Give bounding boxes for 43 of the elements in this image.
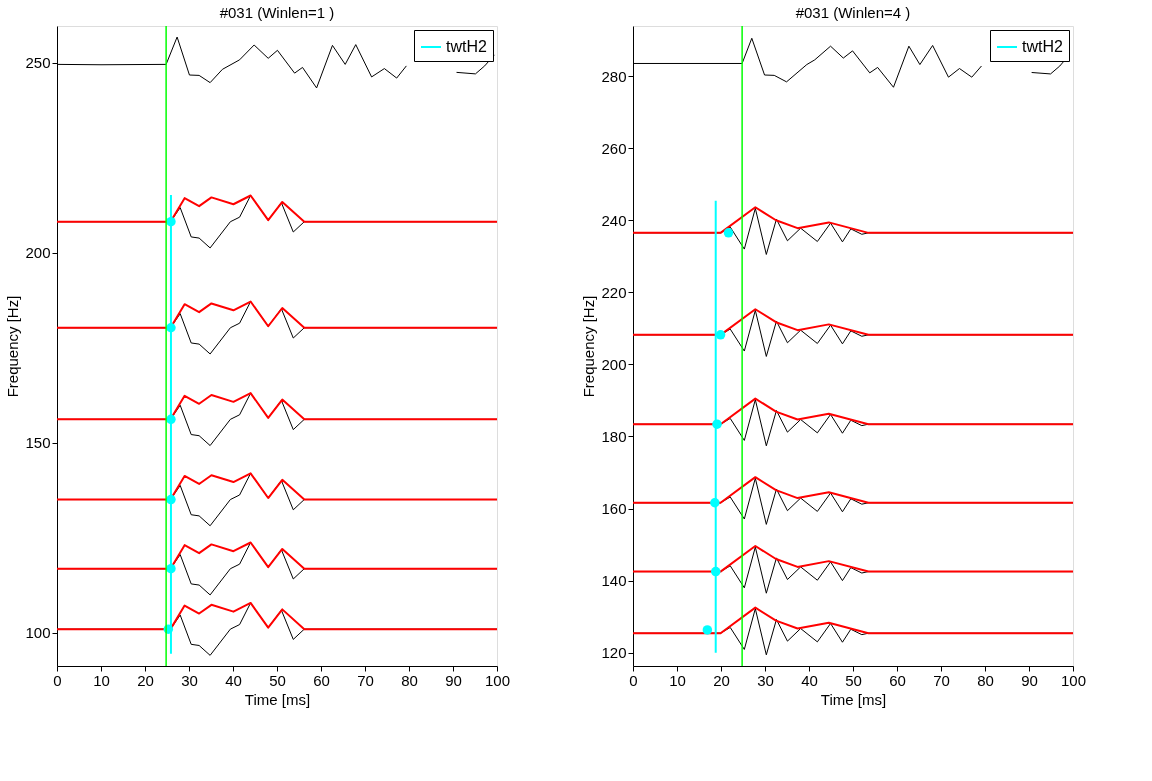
y-tick-label: 260: [601, 139, 627, 157]
x-tick-label: 60: [313, 671, 330, 689]
x-tick-label: 0: [53, 671, 62, 689]
y-tick-label: 240: [601, 211, 627, 229]
y-tick-label: 200: [601, 355, 627, 373]
x-tick-label: 90: [445, 671, 462, 689]
x-tick-label: 50: [845, 671, 862, 689]
x-tick-label: 40: [801, 671, 818, 689]
y-tick-label: 160: [601, 500, 627, 518]
x-tick-label: 70: [357, 671, 374, 689]
chart-title: #031 (Winlen=4 ): [795, 4, 911, 22]
legend-label: twtH2: [1022, 38, 1063, 55]
x-tick-label: 10: [93, 671, 110, 689]
y-tick-label: 280: [601, 67, 627, 85]
y-tick-label: 100: [25, 624, 51, 642]
x-tick-label: 100: [1060, 671, 1087, 689]
x-tick-label: 90: [1021, 671, 1038, 689]
y-axis-title: Frequency [Hz]: [4, 295, 22, 398]
x-tick-label: 100: [484, 671, 511, 689]
x-tick-label: 80: [977, 671, 994, 689]
y-tick-label: 180: [601, 427, 627, 445]
x-tick-label: 30: [181, 671, 198, 689]
x-axis-title: Time [ms]: [820, 690, 887, 708]
x-axis-title: Time [ms]: [244, 690, 311, 708]
x-tick-label: 60: [889, 671, 906, 689]
y-tick-label: 150: [25, 434, 51, 452]
x-tick-label: 20: [713, 671, 730, 689]
y-axis-title: Frequency [Hz]: [580, 295, 598, 398]
y-tick-label: 220: [601, 283, 627, 301]
y-tick-label: 120: [601, 644, 627, 662]
y-tick-label: 140: [601, 572, 627, 590]
x-tick-label: 0: [629, 671, 638, 689]
x-tick-label: 80: [401, 671, 418, 689]
legend-label: twtH2: [446, 38, 487, 55]
x-tick-label: 40: [225, 671, 242, 689]
x-tick-label: 30: [757, 671, 774, 689]
y-tick-label: 250: [25, 54, 51, 72]
x-tick-label: 10: [669, 671, 686, 689]
x-tick-label: 50: [269, 671, 286, 689]
y-tick-label: 200: [25, 244, 51, 262]
chart-title: #031 (Winlen=1 ): [219, 4, 335, 22]
x-tick-label: 20: [137, 671, 154, 689]
x-tick-label: 70: [933, 671, 950, 689]
